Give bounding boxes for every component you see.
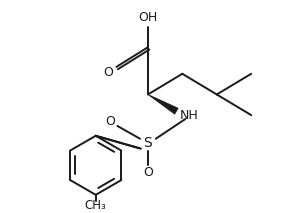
- Text: O: O: [104, 66, 113, 79]
- Polygon shape: [148, 94, 178, 114]
- Text: S: S: [143, 136, 152, 150]
- Text: OH: OH: [138, 11, 158, 24]
- Text: O: O: [106, 115, 115, 128]
- Text: CH₃: CH₃: [85, 199, 107, 212]
- Text: O: O: [143, 166, 153, 179]
- Text: NH: NH: [180, 109, 199, 122]
